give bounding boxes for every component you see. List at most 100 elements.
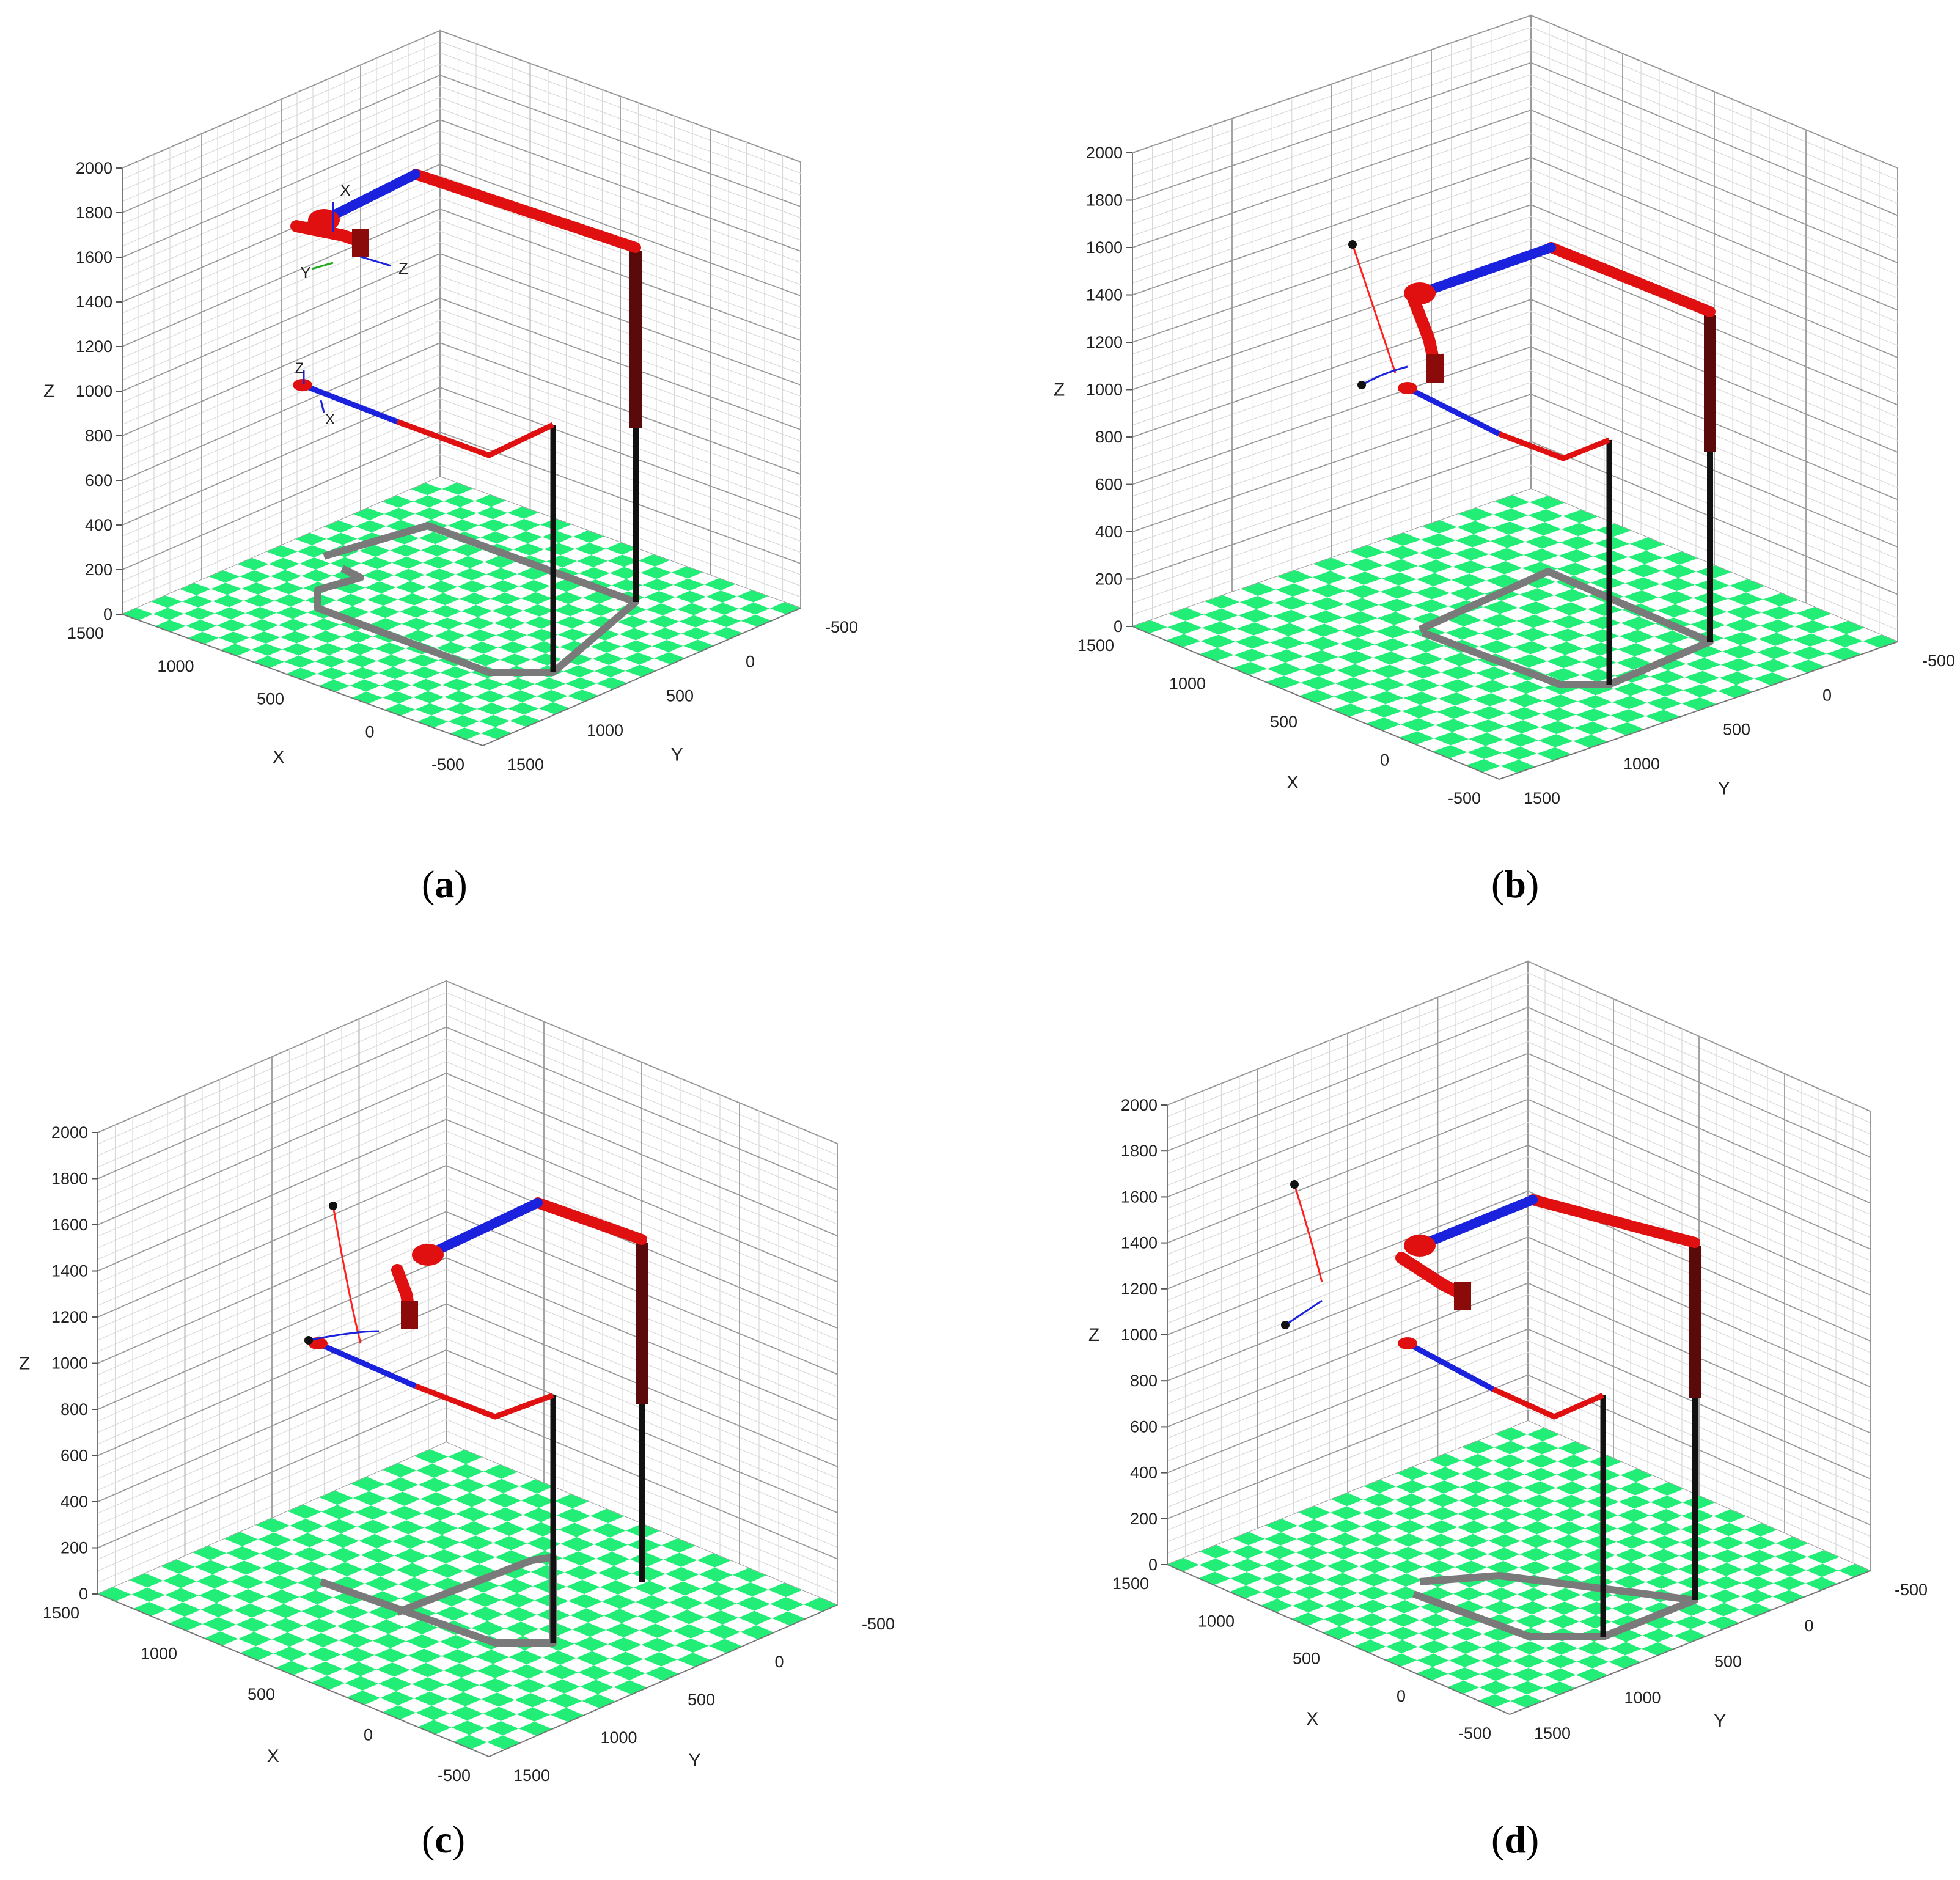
floor-tile (323, 1519, 358, 1533)
floor-tile (1596, 523, 1631, 537)
floor-tile (1200, 634, 1236, 648)
lower-end-effector (1398, 382, 1417, 394)
floor-tile (452, 1478, 486, 1493)
floor-tile (330, 557, 361, 570)
lower-end-effector (293, 379, 312, 391)
floor-tile (1303, 650, 1338, 664)
z-tick-label: 400 (1095, 523, 1123, 541)
floor-tile (268, 1604, 302, 1618)
floor-tile (270, 570, 302, 582)
floor-tile (362, 1562, 397, 1577)
floor-tile (1516, 1601, 1549, 1615)
floor-tile (245, 606, 277, 619)
floor-tile (1696, 565, 1731, 579)
floor-tile (1490, 1507, 1522, 1521)
floor-tile (1298, 1505, 1331, 1519)
floor-tile (359, 1533, 393, 1549)
z-axis: 0 200 400 600 800 1000 1200 1400 1600 1800 2000 Z (1088, 1096, 1168, 1574)
floor-tile (1455, 1547, 1488, 1561)
floor-tile (1199, 648, 1234, 661)
floor-tile (1326, 1573, 1359, 1587)
floor-tile (417, 715, 449, 728)
floor-tile (1310, 584, 1346, 598)
floor-tile (1529, 496, 1565, 509)
floor-tile (1513, 641, 1549, 655)
floor-tile (1520, 1534, 1552, 1548)
floor-tile (1791, 646, 1827, 660)
floor-tile (1614, 1562, 1647, 1576)
floor-tile (1480, 1667, 1513, 1681)
caption-letter: d (1504, 1818, 1526, 1861)
caption-open: ( (1491, 862, 1505, 906)
floor-tile (383, 1463, 417, 1478)
floor-tile (357, 1519, 391, 1534)
floor-tile (1711, 1549, 1744, 1563)
floor-tile (732, 1568, 766, 1582)
floor-tile (1806, 1563, 1838, 1577)
floor-tile (309, 619, 340, 631)
floor-tile (230, 1574, 264, 1589)
floor-tile (1617, 1522, 1650, 1536)
z-tick-label: 0 (79, 1585, 88, 1603)
floor-tile (370, 618, 402, 631)
floor-tile (705, 1610, 739, 1625)
floor-tile (513, 1678, 547, 1694)
floor-tile (457, 580, 489, 593)
floor-tile (609, 1651, 644, 1666)
floor-tile (290, 1518, 324, 1533)
z-tick-label: 1800 (76, 204, 112, 222)
floor-tile (1461, 1453, 1494, 1467)
floor-tile (422, 1506, 456, 1521)
floor-tile (1515, 1614, 1547, 1628)
floor-tile (1261, 1585, 1294, 1599)
floor-tile (397, 593, 429, 606)
floor-tile (394, 1549, 428, 1563)
floor-tile (1365, 717, 1401, 731)
floor-tile (258, 1532, 292, 1547)
floor-tile (1649, 1522, 1681, 1536)
floor-tile (447, 1692, 482, 1706)
floor-tile (1503, 733, 1538, 747)
z-tick-label: 600 (1130, 1417, 1158, 1436)
floor-tile (519, 579, 550, 592)
y-tick-label: 1000 (587, 721, 623, 740)
floor-path (1418, 568, 1714, 688)
floor-tile (1386, 1640, 1418, 1654)
floor-tile (704, 578, 735, 591)
floor-tile (501, 1593, 535, 1607)
floor-tile (582, 591, 614, 604)
caption-close: ) (1525, 1818, 1540, 1861)
floor-tile (1388, 1599, 1421, 1614)
floor-tile (1403, 691, 1439, 705)
floor-tile (461, 604, 493, 617)
floor-tile (1650, 1508, 1682, 1522)
floor-tile (1458, 507, 1494, 521)
floor-tile (667, 1581, 701, 1596)
floor-tile (677, 603, 708, 615)
panel-c: 0 200 400 600 800 1000 1200 1400 1600 1800 2000 Z 15… (0, 940, 980, 1880)
floor-tile (1381, 572, 1417, 586)
upper-arm-blue-link (319, 169, 420, 225)
y-tick-label: 500 (666, 687, 694, 705)
floor-tile (311, 631, 342, 644)
floor-tile (428, 1549, 462, 1564)
floor-tile (376, 1662, 410, 1677)
floor-tile (439, 1635, 474, 1650)
floor-tile (480, 531, 512, 544)
floor-tile (1493, 508, 1529, 522)
floor-tile (303, 1618, 337, 1633)
floor-tile (1493, 1454, 1525, 1468)
floor-tile (1417, 1653, 1449, 1667)
lower-arm-blue-link (1406, 385, 1501, 437)
z-axis-label: Z (1088, 1325, 1099, 1345)
floor-tile (416, 1706, 450, 1720)
floor-tile (1428, 1480, 1460, 1494)
floor-tile (1580, 669, 1615, 682)
floor-tile (500, 653, 531, 666)
x-tick-label: -500 (1458, 1724, 1491, 1742)
upper-arm-blue-link (1415, 243, 1556, 298)
floor-tile (606, 1623, 640, 1638)
floor-tile (1264, 1545, 1296, 1559)
floor-tile (359, 545, 391, 557)
floor-tile (508, 1650, 543, 1665)
